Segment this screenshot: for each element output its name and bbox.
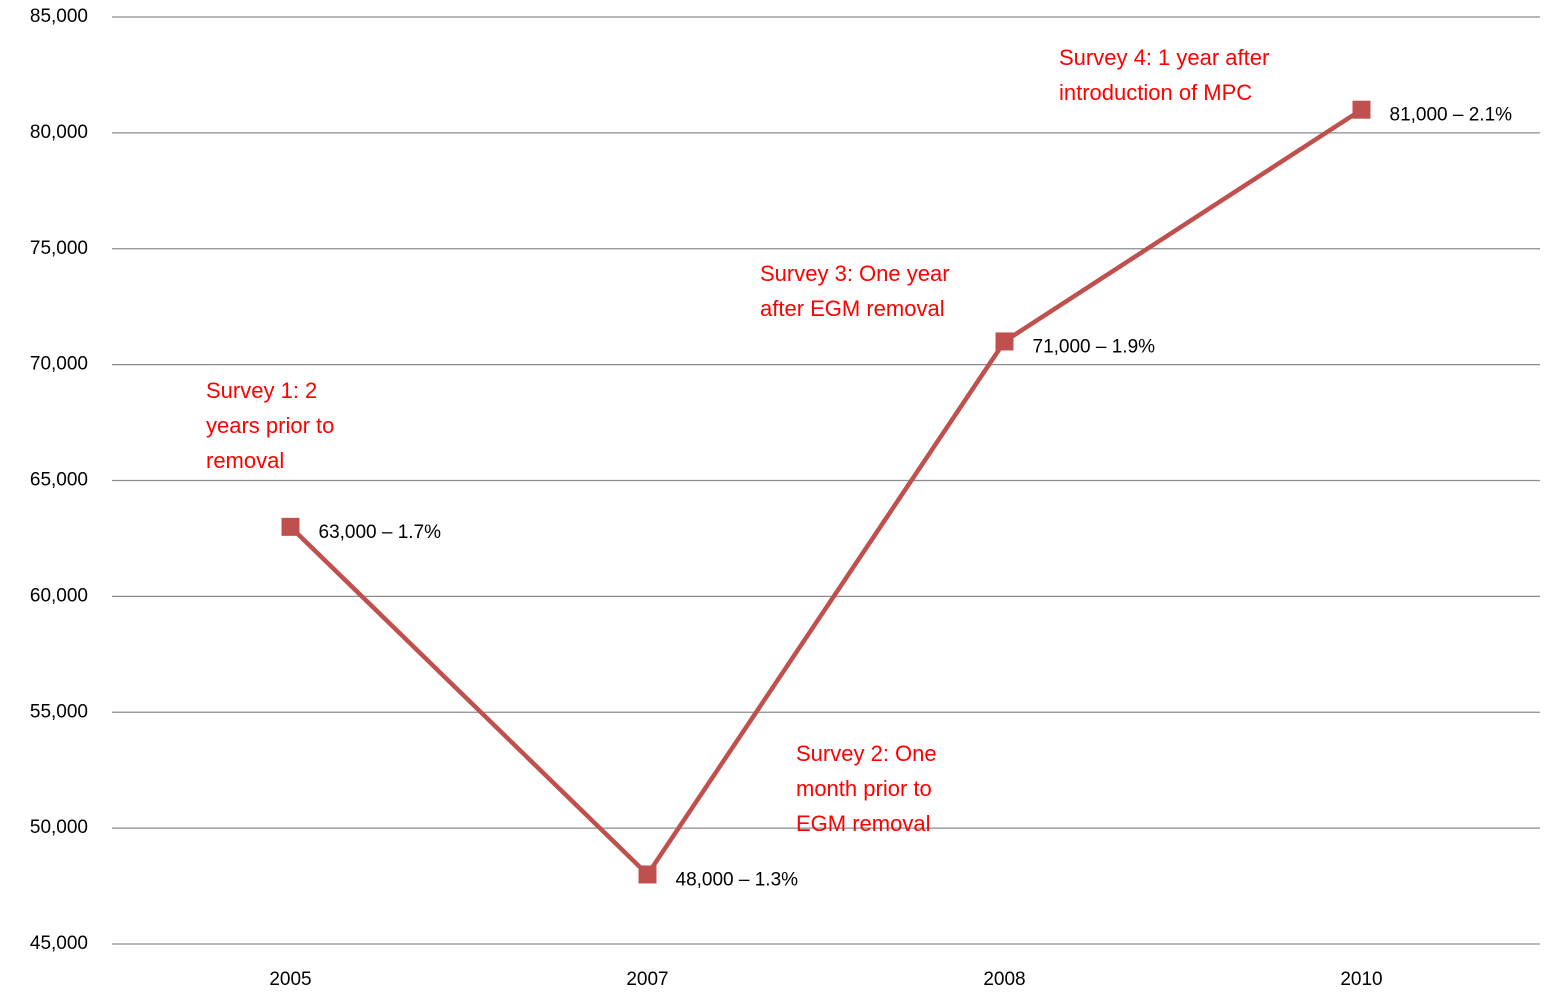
annotation: Survey 3: One year after EGM removal [760,261,950,321]
data-label: 71,000 – 1.9% [1033,336,1156,357]
series-line [288,107,1363,878]
annotation-line: removal [206,448,284,473]
x-tick-label: 2007 [626,969,668,990]
annotation-line: introduction of MPC [1059,80,1252,105]
y-tick-label: 85,000 [30,6,88,27]
annotation-line: Survey 3: One year [760,261,950,286]
annotation: Survey 1: 2 years prior to removal [206,378,334,473]
data-label: 63,000 – 1.7% [319,522,442,543]
y-tick-label: 60,000 [30,585,88,606]
annotation-line: month prior to [796,776,932,801]
annotation-line: Survey 2: One [796,741,937,766]
y-tick-label: 65,000 [30,470,88,491]
y-tick-label: 80,000 [30,122,88,143]
annotation: Survey 2: One month prior to EGM removal [796,741,937,836]
point-marker [281,517,300,536]
annotation-line: Survey 1: 2 [206,378,317,403]
annotation: Survey 4: 1 year after introduction of MP… [1059,45,1269,105]
data-label: 81,000 – 2.1% [1390,105,1513,126]
point-marker [995,332,1014,351]
y-tick-label: 45,000 [30,933,88,954]
annotation-line: after EGM removal [760,296,945,321]
point-marker [1352,100,1371,119]
x-tick-label: 2010 [1340,969,1382,990]
x-tick-label: 2008 [983,969,1025,990]
y-tick-label: 70,000 [30,354,88,375]
annotation-line: years prior to [206,413,334,438]
data-label: 48,000 – 1.3% [676,869,799,890]
y-tick-label: 55,000 [30,701,88,722]
y-tick-label: 50,000 [30,817,88,838]
annotation-line: EGM removal [796,811,930,836]
y-tick-label: 75,000 [30,238,88,259]
x-tick-label: 2005 [269,969,311,990]
point-marker [638,865,657,884]
annotation-line: Survey 4: 1 year after [1059,45,1269,70]
